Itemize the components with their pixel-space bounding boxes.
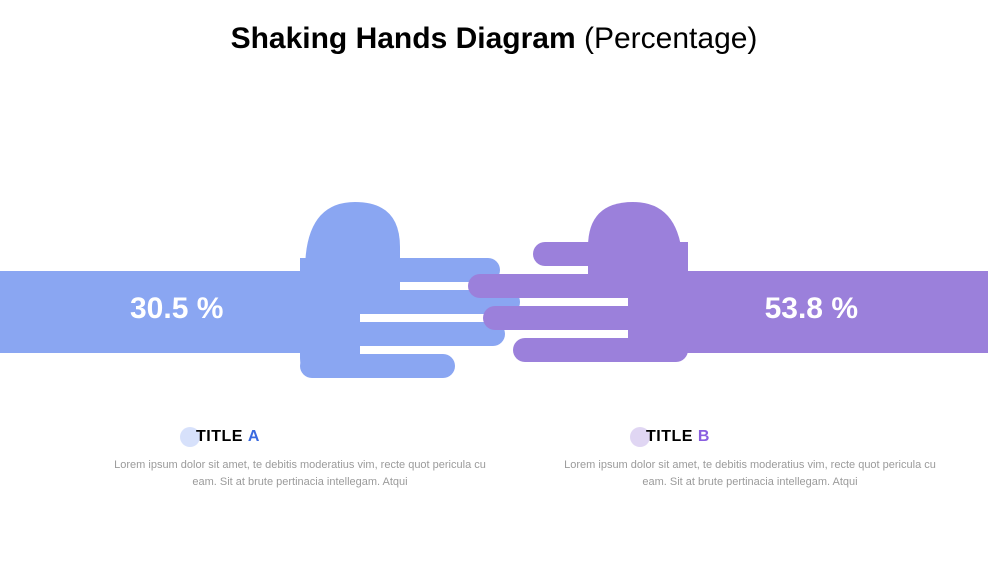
page-title: Shaking Hands Diagram (Percentage) (0, 22, 988, 56)
legend-b-letter: B (698, 428, 710, 445)
percentage-a: 30.5 % (130, 292, 223, 326)
legend-b-body: Lorem ipsum dolor sit amet, te debitis m… (560, 457, 940, 490)
hand-right-icon (468, 172, 728, 392)
legend-b-head: TITLE B (560, 427, 940, 447)
legend-a: TITLE A Lorem ipsum dolor sit amet, te d… (110, 427, 490, 490)
legend-b: TITLE B Lorem ipsum dolor sit amet, te d… (560, 427, 940, 490)
legend-a-letter: A (248, 428, 260, 445)
percentage-b: 53.8 % (765, 292, 858, 326)
legend-a-body: Lorem ipsum dolor sit amet, te debitis m… (110, 457, 490, 490)
title-light: (Percentage) (584, 22, 757, 55)
legend-a-title: TITLE A (196, 428, 260, 446)
title-bold: Shaking Hands Diagram (231, 22, 576, 55)
legend-b-title: TITLE B (646, 428, 710, 446)
shaking-hands-diagram: 30.5 % 53.8 % (0, 162, 988, 402)
legend-a-head: TITLE A (110, 427, 490, 447)
